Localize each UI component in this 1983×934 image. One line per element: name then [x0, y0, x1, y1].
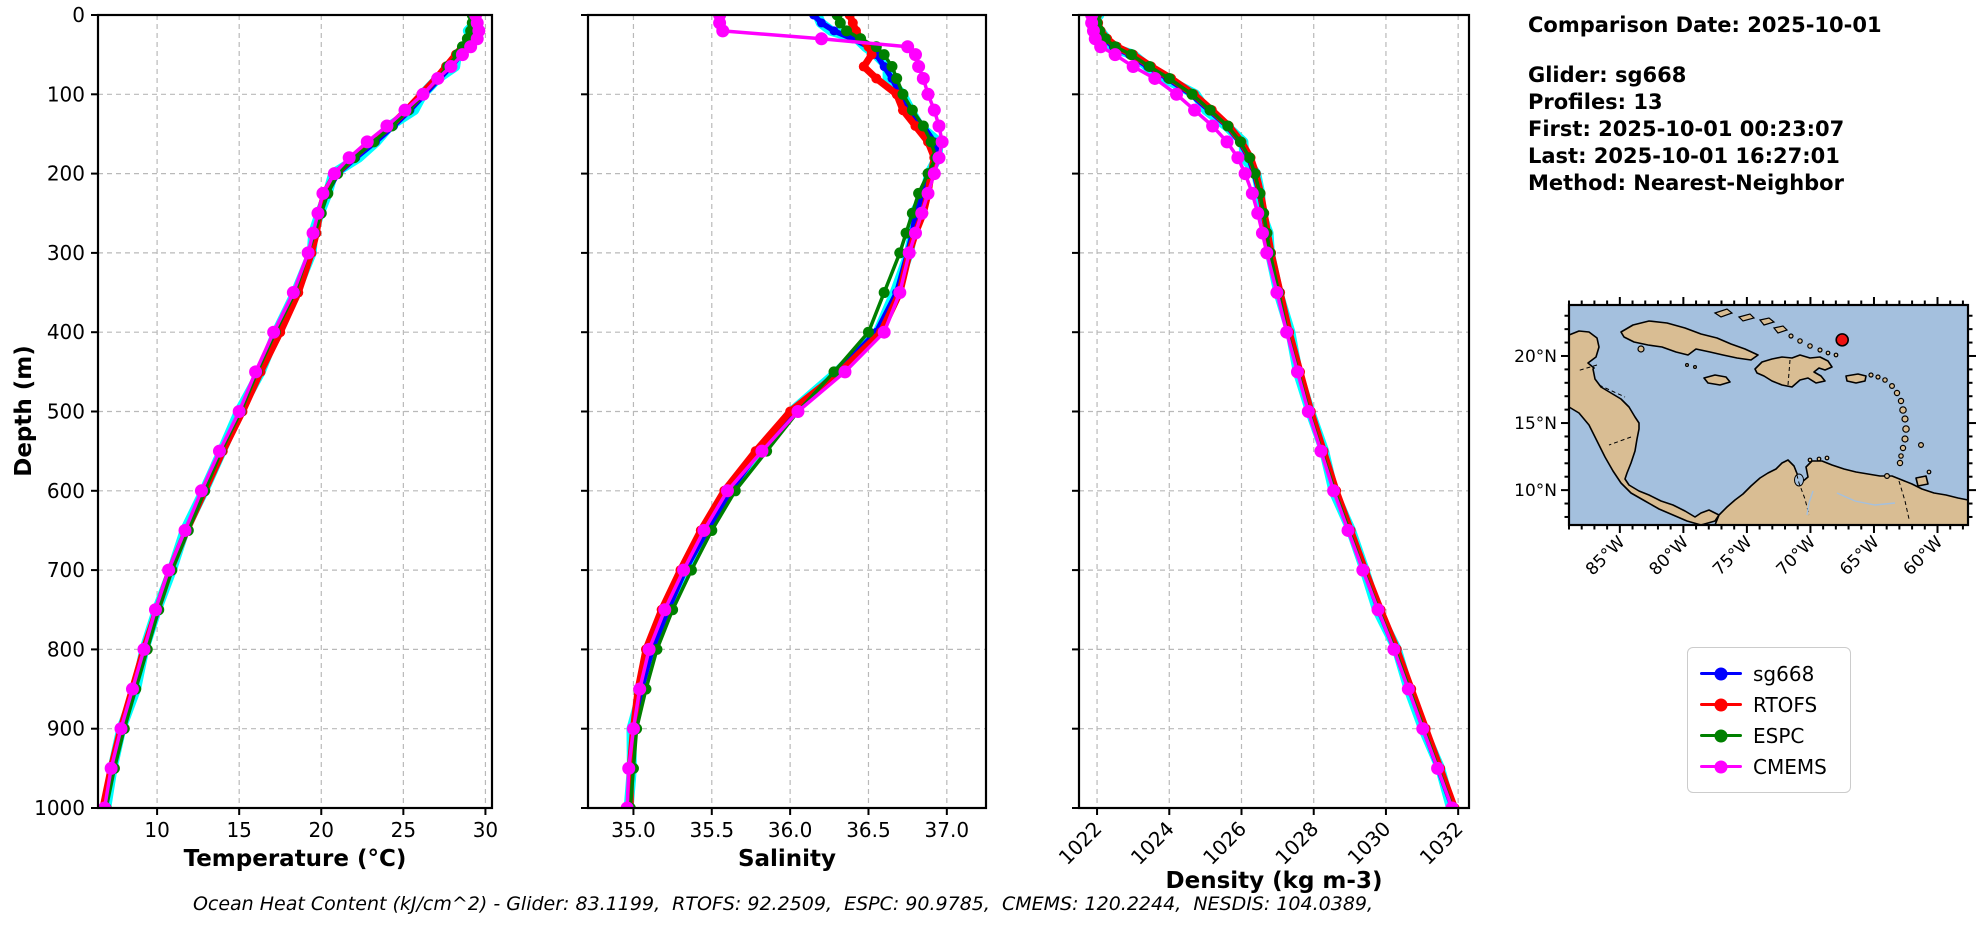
- legend-item-espc: ESPC: [1700, 720, 1838, 751]
- series-markers-CMEMS: [1085, 14, 1459, 809]
- y-tick-label: 700: [47, 558, 85, 582]
- series-line-sg668: [1092, 14, 1456, 809]
- series-line-ESPC: [1094, 14, 1455, 809]
- axis-ticks: 10 15 20 25 30010020030040050060070080090010…: [34, 3, 498, 842]
- map-lat-tick-label: 20°N: [1514, 347, 1557, 367]
- legend-label: sg668: [1753, 661, 1815, 686]
- y-tick-label: 1000: [34, 796, 85, 820]
- x-tick-label: 37.0: [925, 818, 970, 842]
- x-tick-label: 1022: [1054, 817, 1107, 870]
- map-land: [1568, 308, 1969, 526]
- x-tick-label: 10: [144, 818, 169, 842]
- x-tick-label: 20: [309, 818, 334, 842]
- y-tick-label: 400: [47, 320, 85, 344]
- gridlines: [98, 14, 492, 809]
- temperature-plot: 10 15 20 25 30010020030040050060070080090010…: [34, 3, 498, 842]
- info-last: Last: 2025-10-01 16:27:01: [1528, 144, 1840, 168]
- info-first: First: 2025-10-01 00:23:07: [1528, 117, 1845, 141]
- map-lon-tick-label: 75°W: [1709, 532, 1756, 579]
- x-tick-label: 15: [226, 818, 251, 842]
- legend-dot-icon: [1714, 698, 1728, 711]
- panel-density: 1022 1024 1026 1028 1030 1032: [1054, 13, 1471, 870]
- info-comparison-date: Comparison Date: 2025-10-01: [1528, 13, 1882, 37]
- y-axis-label-depth: Depth (m): [11, 345, 37, 477]
- legend-dot-icon: [1714, 667, 1728, 680]
- map-lon-tick-label: 60°W: [1900, 532, 1947, 579]
- x-tick-label: 1032: [1415, 817, 1468, 870]
- legend-line-icon: [1700, 698, 1742, 711]
- series-line-raw-sg668: [623, 14, 944, 809]
- map-lat-tick-label: 10°N: [1514, 481, 1557, 501]
- panel-frame: [586, 13, 988, 810]
- caribbean-map: 85°W 80°W 75°W 70°W 65°W 60°W 20°N 15°N 10°N: [1514, 297, 1976, 580]
- map-lon-tick-label: 70°W: [1773, 532, 1820, 579]
- map-lon-tick-label: 85°W: [1582, 532, 1629, 579]
- map-inset: 85°W 80°W 75°W 70°W 65°W 60°W 20°N 15°N 10°N: [1514, 297, 1976, 580]
- legend-label: RTOFS: [1753, 692, 1818, 717]
- info-glider: Glider: sg668: [1528, 63, 1687, 87]
- series-line-ESPC: [628, 14, 938, 809]
- y-tick-label: 800: [47, 637, 85, 661]
- legend-line-icon: [1700, 667, 1742, 680]
- series-markers-CMEMS: [98, 14, 486, 809]
- x-tick-label: 35.0: [611, 818, 656, 842]
- x-tick-label: 36.5: [846, 818, 891, 842]
- info-panel: Comparison Date: 2025-10-01 Glider: sg66…: [1528, 12, 1882, 197]
- legend-item-cmems: CMEMS: [1700, 751, 1838, 782]
- panel-frame: [1077, 13, 1471, 810]
- map-lon-tick-label: 80°W: [1646, 532, 1693, 579]
- panel-frame: [96, 13, 494, 810]
- y-tick-label: 900: [47, 717, 85, 741]
- x-axis-label-temperature: Temperature (°C): [183, 846, 407, 872]
- map-lat-tick-label: 15°N: [1514, 414, 1557, 434]
- legend-item-rtofs: RTOFS: [1700, 689, 1838, 720]
- ohc-footer: Ocean Heat Content (kJ/cm^2) - Glider: 8…: [192, 893, 1374, 915]
- series-markers-CMEMS: [620, 14, 949, 809]
- x-tick-label: 30: [473, 818, 498, 842]
- axis-ticks: 1022 1024 1026 1028 1030 1032: [1054, 14, 1468, 870]
- map-lon-tick-label: 65°W: [1836, 532, 1883, 579]
- info-method: Method: Nearest-Neighbor: [1528, 171, 1844, 195]
- legend-label: CMEMS: [1753, 754, 1827, 779]
- x-tick-label: 1026: [1198, 817, 1251, 870]
- x-tick-label: 1024: [1126, 817, 1179, 870]
- y-tick-label: 500: [47, 400, 85, 424]
- x-tick-label: 35.5: [690, 818, 735, 842]
- panel-temperature: 10 15 20 25 30 0 100 200 300 400 500 600 700 800 900 10…: [34, 3, 498, 842]
- x-axis-label-density: Density (kg m-3): [1165, 868, 1383, 894]
- x-tick-label: 25: [391, 818, 416, 842]
- glider-position-marker: [1835, 333, 1850, 347]
- y-tick-label: 300: [47, 241, 85, 265]
- series-group: [620, 14, 949, 809]
- axis-ticks: 35.0 35.5 36.0 36.5 37.0: [581, 14, 970, 842]
- salinity-plot: 35.0 35.5 36.0 36.5 37.0: [581, 13, 988, 842]
- series-group: [1085, 14, 1460, 809]
- density-plot: 1022 1024 1026 1028 1030 1032: [1054, 13, 1471, 870]
- y-tick-label: 200: [47, 162, 85, 186]
- legend-item-sg668: sg668: [1700, 658, 1838, 689]
- legend: sg668 RTOFS ESPC CMEMS: [1687, 647, 1851, 793]
- panel-salinity: 35.0 35.5 36.0 36.5 37.0: [581, 13, 988, 842]
- x-tick-label: 1028: [1270, 817, 1323, 870]
- info-profiles: Profiles: 13: [1528, 90, 1663, 114]
- series-line-sg668: [625, 14, 942, 809]
- legend-line-icon: [1700, 729, 1742, 742]
- y-tick-label: 0: [72, 3, 85, 27]
- legend-dot-icon: [1714, 729, 1728, 742]
- legend-dot-icon: [1714, 760, 1728, 773]
- series-line-RTOFS: [1093, 14, 1459, 809]
- legend-label: ESPC: [1753, 723, 1805, 748]
- x-tick-label: 36.0: [768, 818, 813, 842]
- legend-line-icon: [1700, 760, 1742, 773]
- y-tick-label: 600: [47, 479, 85, 503]
- map-frame: [1567, 303, 1970, 527]
- x-tick-label: 1030: [1343, 817, 1396, 870]
- x-axis-label-salinity: Salinity: [737, 846, 837, 872]
- y-tick-label: 100: [47, 82, 85, 106]
